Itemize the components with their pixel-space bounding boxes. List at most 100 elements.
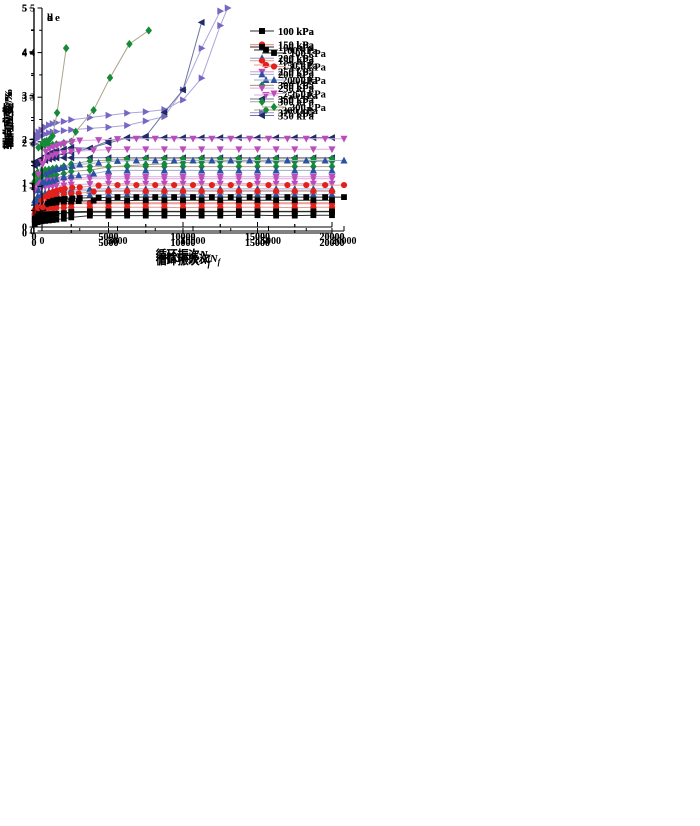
marker-triangle-up <box>208 156 216 164</box>
marker-diamond <box>31 170 38 179</box>
marker-triangle-down <box>45 145 54 153</box>
marker-circle <box>60 191 67 198</box>
marker-square <box>273 208 280 215</box>
marker-triangle-right <box>142 108 150 116</box>
legend-entry-100-kPa: 100 kPa <box>250 27 315 38</box>
marker-triangle-down <box>132 135 140 143</box>
legend-label: 200 kPa <box>278 54 315 65</box>
legend-label: 150 kPa <box>278 57 315 68</box>
marker-triangle-up <box>321 156 329 164</box>
marker-square <box>271 50 277 56</box>
marker-circle <box>161 188 168 195</box>
marker-circle <box>114 181 121 189</box>
marker-square <box>171 194 178 201</box>
x-axis-label: 循环振次Nf <box>156 253 212 269</box>
marker-square <box>254 197 261 204</box>
marker-triangle-right <box>161 113 169 121</box>
marker-circle <box>90 188 97 195</box>
x-tick-label: 0 <box>32 238 37 249</box>
marker-triangle-right <box>49 120 57 128</box>
marker-diamond <box>105 155 112 165</box>
marker-diamond <box>49 172 56 181</box>
marker-triangle-right <box>224 4 232 12</box>
marker-triangle-down <box>90 147 98 155</box>
marker-triangle-down <box>123 146 131 154</box>
legend-label: 300 kPa <box>278 81 315 92</box>
marker-diamond <box>90 105 97 115</box>
marker-square <box>265 194 272 201</box>
y-axis-label: 轴向应变/% <box>1 88 15 146</box>
marker-square <box>329 208 335 215</box>
marker-triangle-up <box>61 163 69 171</box>
x-tick-label: 0 <box>32 232 37 243</box>
series-100-kPa <box>39 194 347 212</box>
marker-triangle-left <box>235 134 242 142</box>
marker-square <box>142 197 149 204</box>
marker-triangle-left <box>328 134 335 142</box>
marker-triangle-up <box>160 166 168 174</box>
marker-circle <box>258 57 266 64</box>
x-tick-label: 5000 <box>99 238 119 249</box>
marker-triangle-down <box>41 156 49 164</box>
marker-triangle-down <box>68 138 76 146</box>
marker-circle <box>179 188 187 195</box>
y-axis-label: 轴向应变/% <box>1 88 15 146</box>
marker-triangle-up <box>31 196 39 204</box>
marker-diamond <box>105 162 112 171</box>
x-axis-label: 循环振次Nf <box>156 247 212 263</box>
marker-triangle-up <box>60 173 68 181</box>
legend-label: 150 kPa <box>290 62 327 73</box>
marker-triangle-left <box>160 134 168 142</box>
marker-triangle-down <box>160 146 168 154</box>
marker-square <box>198 208 205 215</box>
series-200-kPa <box>39 156 348 185</box>
marker-triangle-down <box>272 173 280 181</box>
marker-square <box>329 197 335 204</box>
marker-triangle-right <box>198 74 206 82</box>
marker-triangle-right <box>68 116 76 124</box>
legend-label: 300 kPa <box>278 81 315 92</box>
marker-triangle-down <box>86 181 94 188</box>
y-tick-label: 4 <box>22 47 27 58</box>
marker-triangle-up <box>39 178 47 185</box>
marker-square <box>310 208 317 215</box>
marker-square <box>60 210 67 217</box>
marker-square <box>310 197 317 204</box>
marker-triangle-up <box>328 166 336 174</box>
x-tick-label: 15000 <box>256 236 281 247</box>
marker-triangle-down <box>113 136 122 143</box>
marker-diamond <box>49 131 56 141</box>
marker-triangle-right <box>53 127 61 136</box>
marker-circle <box>95 182 102 189</box>
marker-triangle-left <box>309 134 317 142</box>
marker-diamond <box>254 162 261 171</box>
marker-triangle-right <box>105 111 113 119</box>
marker-triangle-left <box>258 111 265 120</box>
x-tick-label: 15000 <box>245 238 270 249</box>
legend-entry-250-kPa: 250 kPa <box>250 84 315 95</box>
marker-triangle-up <box>68 162 76 169</box>
marker-triangle-down <box>309 180 317 188</box>
marker-triangle-up <box>272 166 280 174</box>
legend-entry-150-kPa: 150 kPa <box>250 57 315 68</box>
marker-diamond <box>62 43 70 53</box>
legend-label: 150 kPa <box>282 61 319 72</box>
marker-triangle-up <box>253 166 262 174</box>
y-tick-label: 3 <box>22 91 27 102</box>
marker-triangle-left <box>104 137 112 145</box>
marker-triangle-down <box>328 180 336 188</box>
marker-circle <box>235 188 242 195</box>
marker-square <box>217 208 224 215</box>
marker-circle <box>142 188 149 195</box>
marker-square <box>124 197 131 204</box>
marker-square <box>322 194 329 201</box>
marker-circle <box>76 184 83 191</box>
x-tick-label: 5000 <box>99 232 119 243</box>
panel-letter-c: c <box>47 12 52 24</box>
marker-circle <box>105 188 112 195</box>
marker-circle <box>270 63 278 70</box>
marker-triangle-up <box>86 191 94 198</box>
marker-triangle-down <box>258 85 266 92</box>
marker-triangle-up <box>104 167 113 174</box>
